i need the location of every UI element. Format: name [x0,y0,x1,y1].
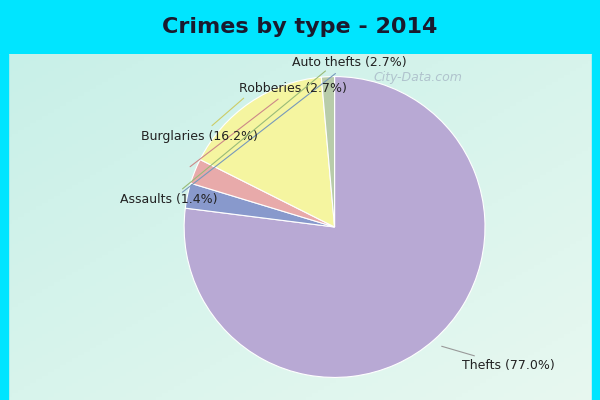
Text: Crimes by type - 2014: Crimes by type - 2014 [163,17,437,37]
Text: Assaults (1.4%): Assaults (1.4%) [121,71,325,206]
Text: Auto thefts (2.7%): Auto thefts (2.7%) [182,56,407,192]
Bar [0,54,8,400]
Bar [592,54,600,400]
Wedge shape [200,77,335,227]
Wedge shape [191,160,335,227]
Text: City-Data.com: City-Data.com [374,71,463,84]
Wedge shape [185,183,335,227]
Wedge shape [322,76,335,227]
Wedge shape [184,76,485,378]
Text: Thefts (77.0%): Thefts (77.0%) [442,346,555,372]
Text: Burglaries (16.2%): Burglaries (16.2%) [141,98,257,143]
Text: Robberies (2.7%): Robberies (2.7%) [190,82,346,167]
